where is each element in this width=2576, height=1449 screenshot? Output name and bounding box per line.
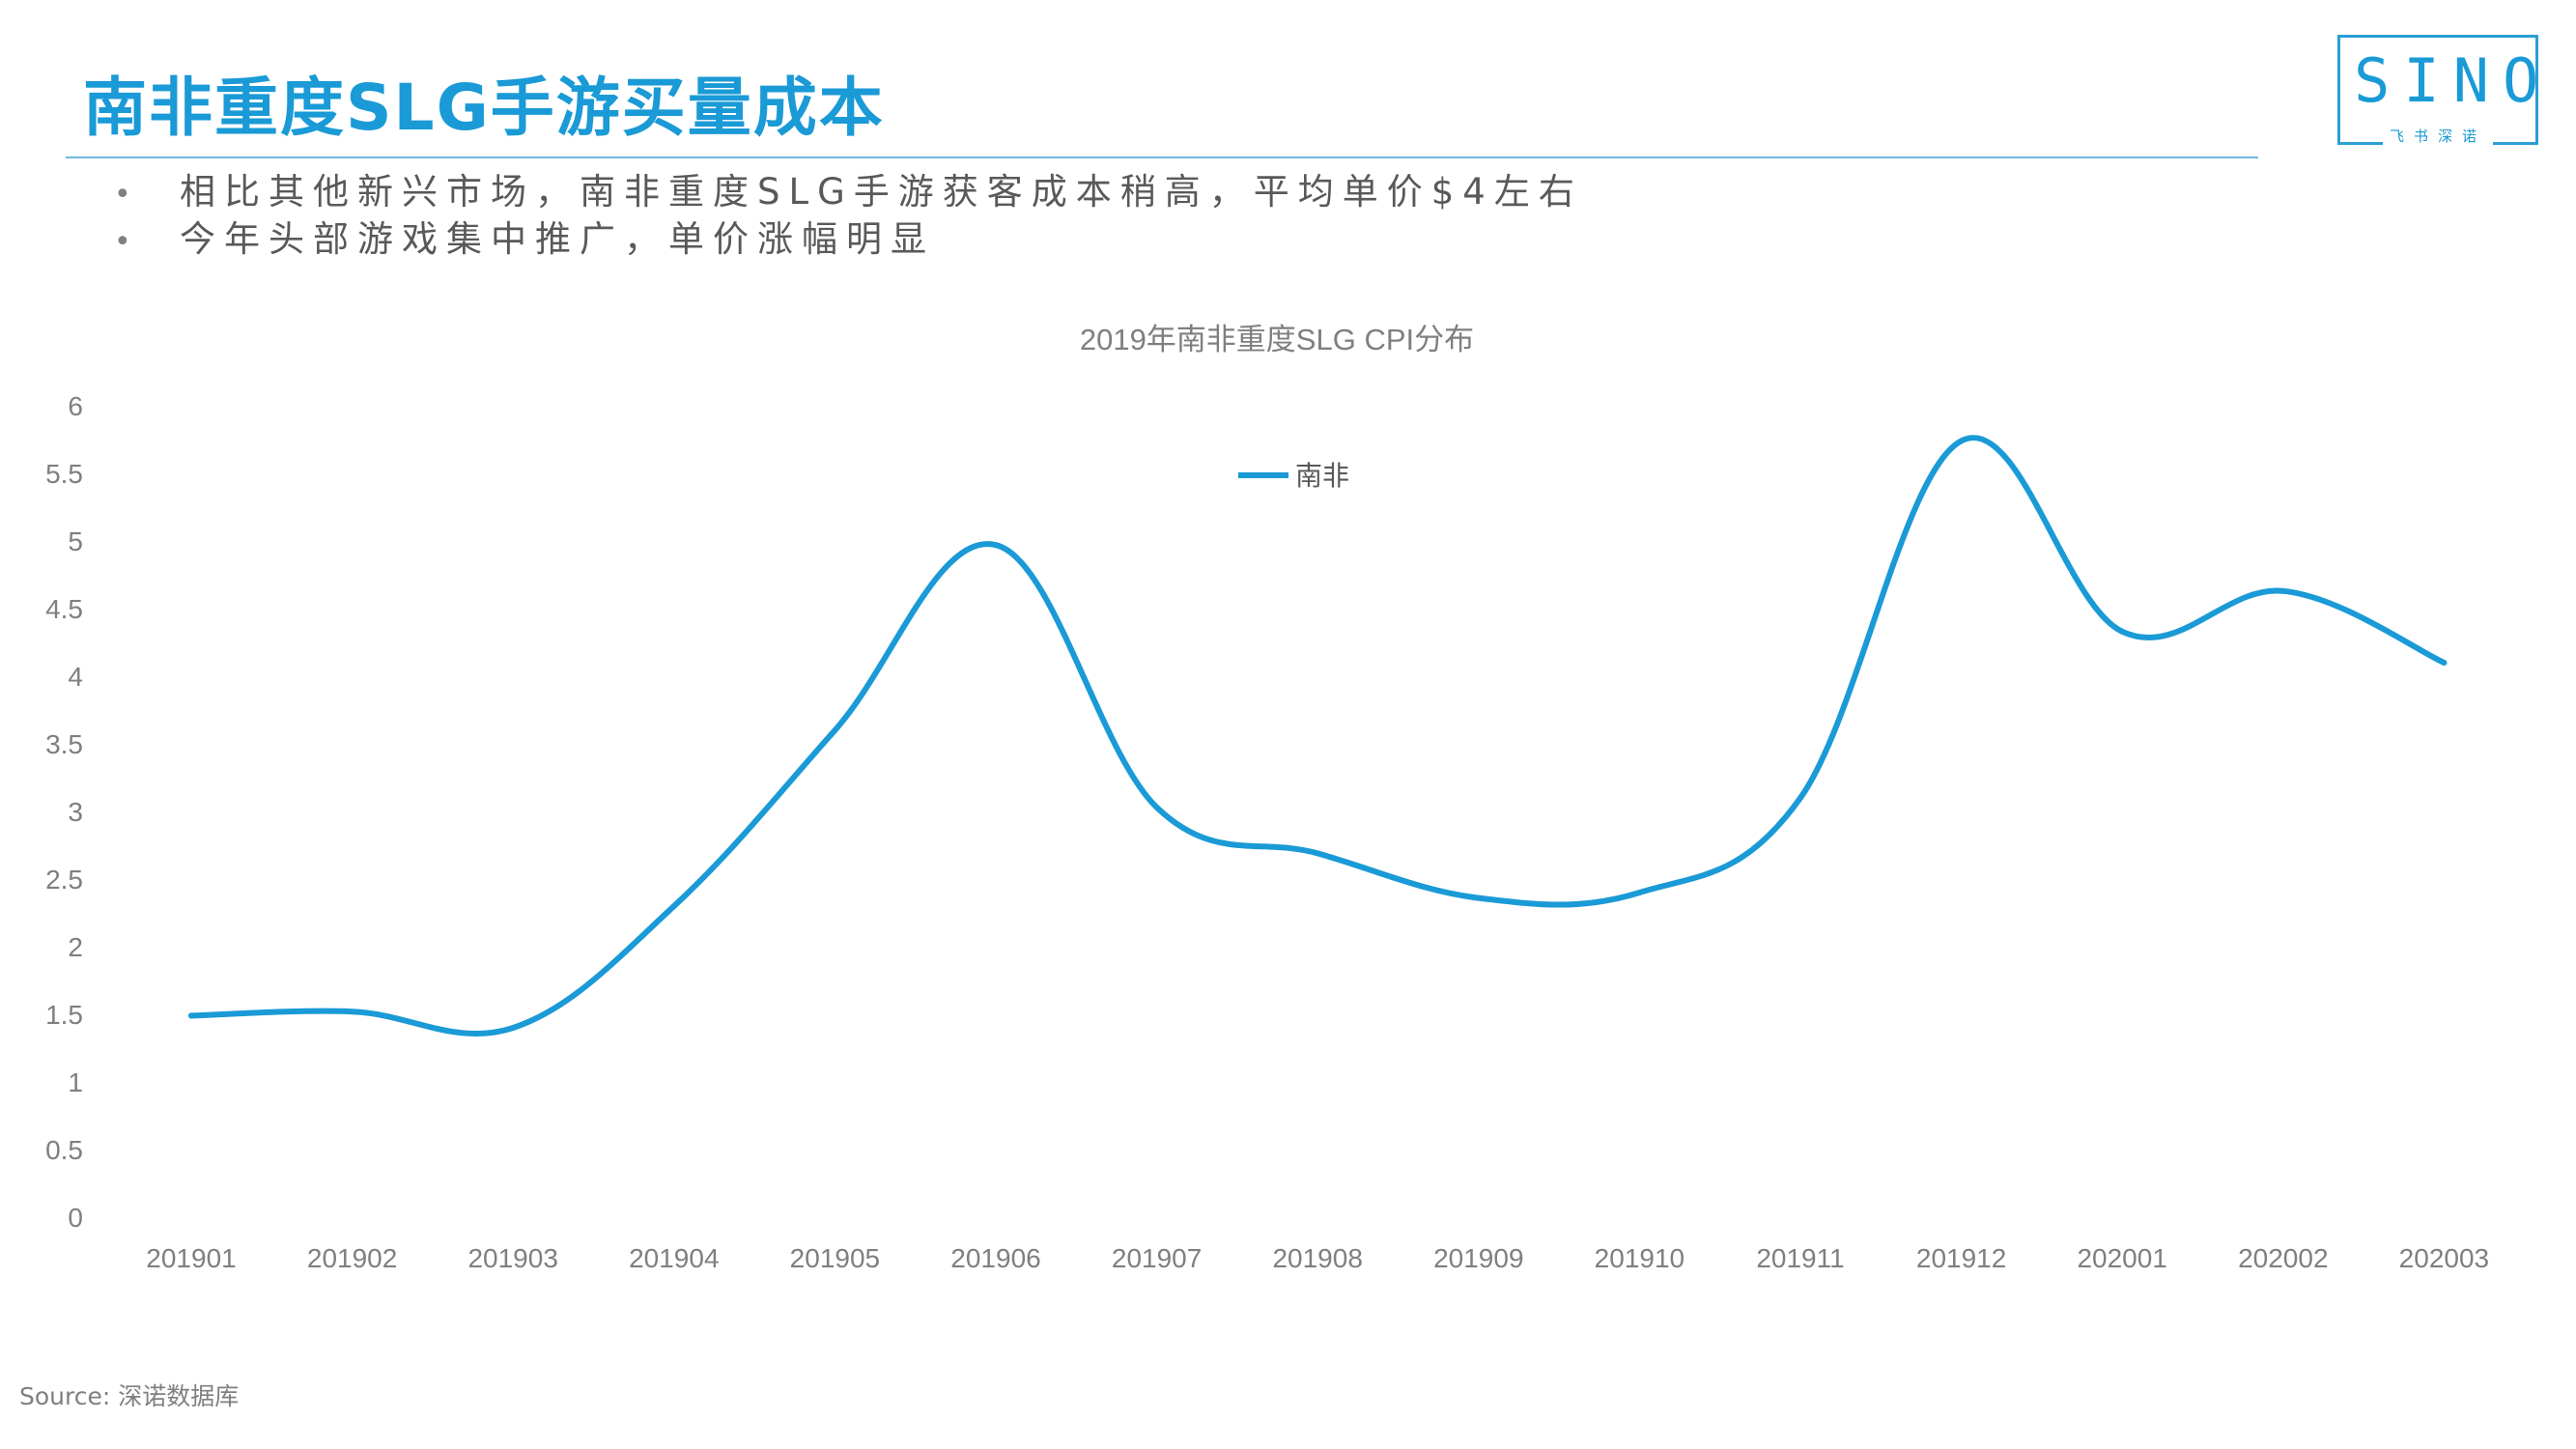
data-point bbox=[510, 1025, 517, 1031]
bullet-item: • 相比其他新兴市场，南非重度SLG手游获客成本稍高，平均单价$4左右 bbox=[114, 170, 1583, 217]
data-point bbox=[993, 542, 999, 549]
chart-title: 2019年南非重度SLG CPI分布 bbox=[1080, 323, 1474, 356]
sino-logo: SINO 飞书深诺 bbox=[2337, 35, 2553, 146]
y-tick-label: 0.5 bbox=[45, 1135, 83, 1165]
x-tick-label: 201905 bbox=[790, 1243, 880, 1273]
y-tick-label: 1.5 bbox=[45, 1000, 83, 1030]
x-tick-label: 201902 bbox=[307, 1243, 397, 1273]
data-point bbox=[670, 903, 677, 909]
x-tick-label: 201908 bbox=[1272, 1243, 1362, 1273]
chart-legend: 南非 bbox=[1238, 461, 1349, 491]
y-tick-label: 3.5 bbox=[45, 729, 83, 759]
data-point bbox=[2119, 628, 2126, 635]
bullet-text: 今年头部游戏集中推广，单价涨幅明显 bbox=[180, 218, 935, 260]
bullet-item: • 今年头部游戏集中推广，单价涨幅明显 bbox=[114, 217, 1583, 265]
x-tick-label: 201904 bbox=[629, 1243, 719, 1273]
data-point bbox=[1636, 890, 1643, 895]
y-tick-label: 5.5 bbox=[45, 459, 83, 489]
x-tick-label: 201911 bbox=[1756, 1243, 1844, 1273]
series-line-nanfei bbox=[188, 435, 2448, 1037]
y-tick-label: 3 bbox=[68, 797, 83, 827]
x-tick-label: 202001 bbox=[2077, 1243, 2166, 1273]
logo-text: SINO bbox=[2354, 45, 2553, 116]
x-tick-label: 201910 bbox=[1595, 1243, 1684, 1273]
data-point bbox=[1153, 804, 1160, 810]
data-point bbox=[1475, 895, 1482, 901]
x-tick-label: 201906 bbox=[950, 1243, 1040, 1273]
data-point bbox=[1958, 438, 1965, 444]
data-point bbox=[832, 727, 838, 733]
bullet-text: 相比其他新兴市场，南非重度SLG手游获客成本稍高，平均单价$4左右 bbox=[180, 171, 1583, 213]
y-tick-label: 6 bbox=[68, 391, 83, 421]
data-point bbox=[1798, 795, 1803, 801]
x-tick-label: 202003 bbox=[2399, 1243, 2489, 1273]
y-tick-label: 4 bbox=[68, 662, 83, 692]
y-tick-label: 5 bbox=[68, 526, 83, 556]
y-axis-ticks: 0 0.5 1 1.5 2 2.5 3 3.5 4 4.5 5 5.5 6 bbox=[45, 391, 83, 1233]
x-tick-label: 201907 bbox=[1112, 1243, 1202, 1273]
y-tick-label: 0 bbox=[68, 1203, 83, 1233]
x-tick-label: 201901 bbox=[146, 1243, 236, 1273]
title-divider bbox=[66, 156, 2258, 158]
x-tick-label: 201903 bbox=[467, 1243, 557, 1273]
bullet-list: • 相比其他新兴市场，南非重度SLG手游获客成本稍高，平均单价$4左右 • 今年头部… bbox=[114, 170, 1583, 265]
data-point bbox=[1315, 850, 1321, 857]
x-axis-ticks: 201901 201902 201903 201904 201905 201906 2019… bbox=[146, 1243, 2489, 1273]
y-tick-label: 2.5 bbox=[45, 865, 83, 895]
source-note: Source: 深诺数据库 bbox=[19, 1382, 240, 1410]
logo-subtitle: 飞书深诺 bbox=[2383, 126, 2493, 146]
y-tick-label: 4.5 bbox=[45, 594, 83, 624]
data-point bbox=[188, 1012, 194, 1019]
x-tick-label: 201912 bbox=[1916, 1243, 2006, 1273]
cpi-line-chart: 2019年南非重度SLG CPI分布 南非 0 0.5 1 1.5 2 2.5 3 3.5 4 4… bbox=[45, 323, 2489, 1273]
data-point bbox=[2441, 660, 2448, 666]
x-tick-label: 202002 bbox=[2238, 1243, 2328, 1273]
data-point bbox=[349, 1009, 355, 1015]
legend-label: 南非 bbox=[1295, 461, 1349, 491]
series-group bbox=[188, 435, 2448, 1037]
x-tick-label: 201909 bbox=[1433, 1243, 1523, 1273]
y-tick-label: 2 bbox=[68, 932, 83, 962]
bullet-icon: • bbox=[114, 225, 131, 259]
page-title: 南非重度SLG手游买量成本 bbox=[83, 71, 885, 145]
bullet-icon: • bbox=[114, 178, 131, 212]
y-tick-label: 1 bbox=[68, 1067, 83, 1097]
data-point bbox=[2279, 587, 2286, 594]
